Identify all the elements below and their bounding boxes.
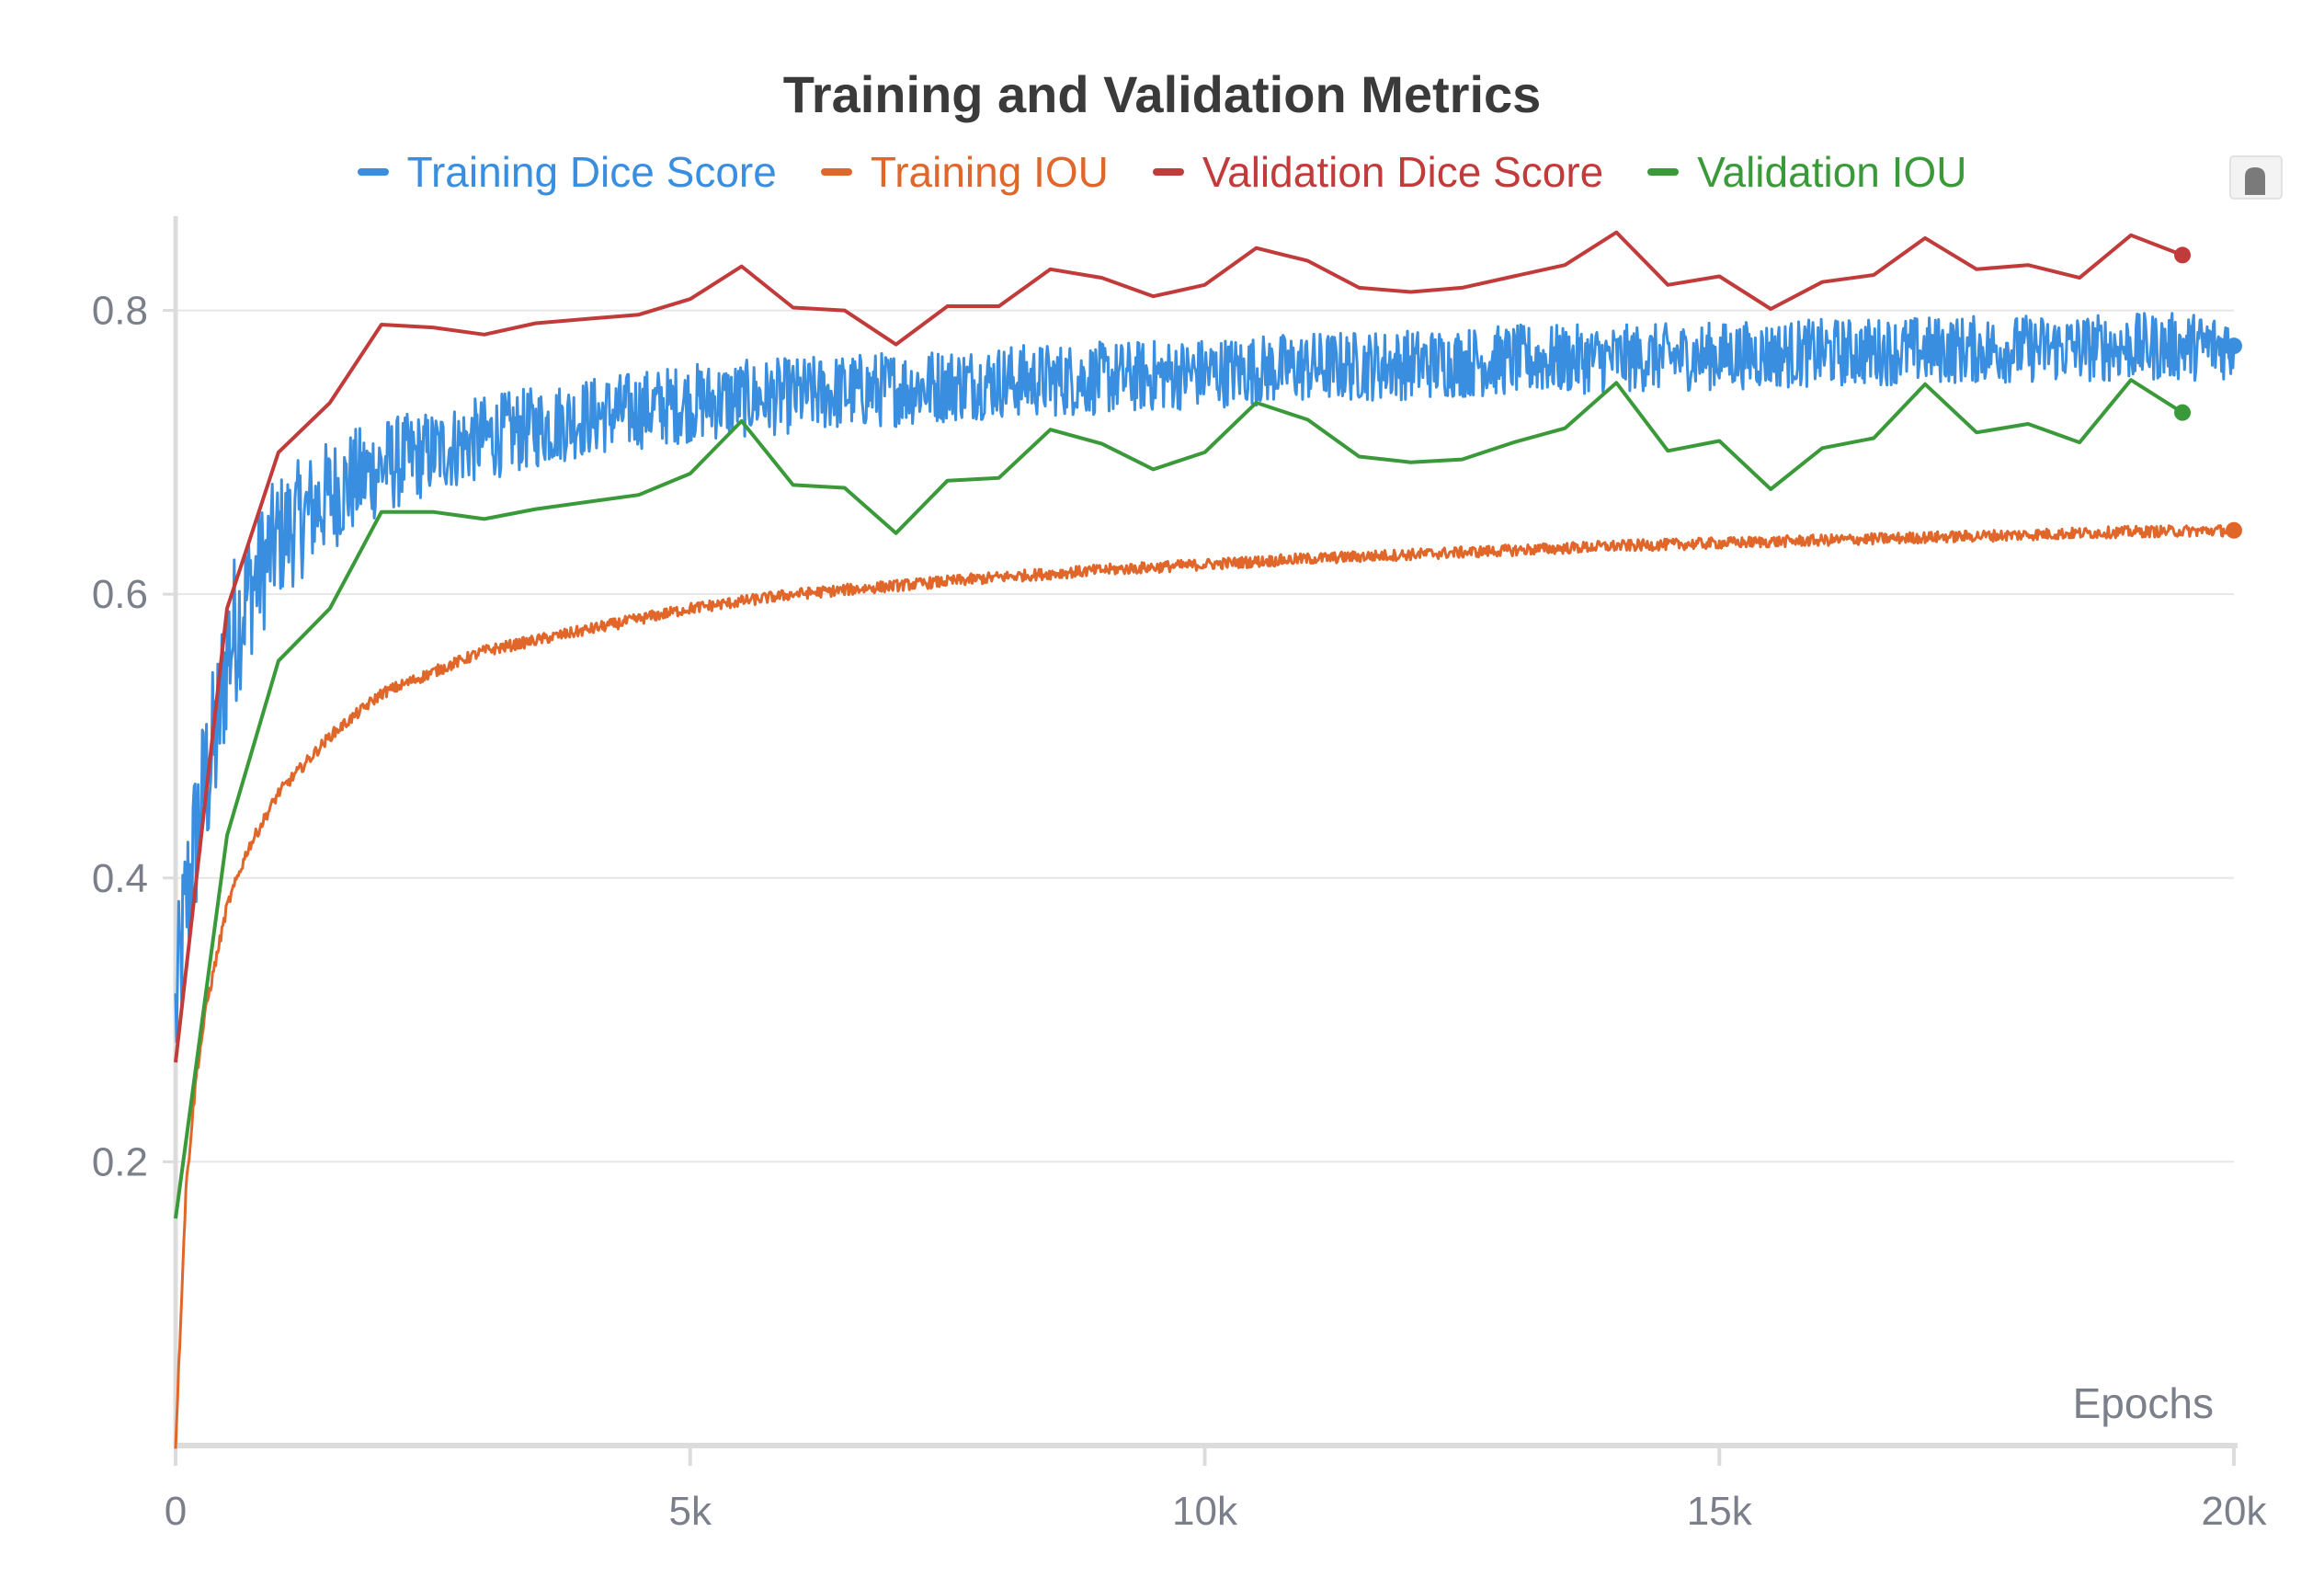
training-iou-line — [174, 523, 2236, 1449]
series-end-markers — [2174, 246, 2242, 539]
series-lines — [174, 230, 2236, 1449]
x-tick-label: 10k — [1172, 1489, 1238, 1534]
legend: Training Dice Score Training IOU Validat… — [0, 147, 2324, 197]
tick-labels: 0.2 0.4 0.6 0.8 0 5k 10k 15k 20k Epochs — [92, 289, 2268, 1534]
y-tick-label: 0.6 — [92, 572, 148, 617]
x-tick-label: 15k — [1687, 1489, 1753, 1534]
legend-item-validation-iou[interactable]: Validation IOU — [1647, 147, 1966, 197]
legend-label-training-dice: Training Dice Score — [406, 148, 777, 196]
legend-swatch-validation-dice — [1152, 168, 1184, 176]
validation-dice-score-end-marker — [2174, 246, 2192, 264]
validation-dice-score-line — [174, 230, 2183, 1063]
expand-icon[interactable] — [2228, 154, 2284, 200]
axes — [163, 216, 2238, 1466]
legend-swatch-validation-iou — [1647, 168, 1680, 176]
x-axis-label: Epochs — [2073, 1379, 2214, 1427]
grid-lines — [176, 309, 2234, 1163]
legend-item-validation-dice[interactable]: Validation Dice Score — [1152, 147, 1604, 197]
y-tick-label: 0.2 — [92, 1139, 148, 1184]
legend-label-training-iou: Training IOU — [870, 148, 1109, 196]
y-tick-label: 0.8 — [92, 289, 148, 334]
legend-item-training-dice[interactable]: Training Dice Score — [357, 147, 777, 197]
validation-iou-line — [174, 378, 2184, 1219]
x-tick-label: 20k — [2202, 1489, 2268, 1534]
training-dice-score-line — [174, 312, 2236, 1044]
validation-iou-end-marker — [2174, 404, 2192, 421]
chart-title: Training and Validation Metrics — [782, 65, 1542, 123]
legend-label-validation-iou: Validation IOU — [1697, 148, 1967, 196]
training-dice-score-end-marker — [2226, 337, 2242, 355]
legend-item-training-iou[interactable]: Training IOU — [820, 147, 1109, 197]
x-tick-label: 0 — [165, 1489, 187, 1534]
legend-swatch-training-dice — [357, 168, 389, 176]
x-tick-label: 5k — [669, 1489, 712, 1534]
y-tick-label: 0.4 — [92, 856, 148, 901]
legend-swatch-training-iou — [820, 168, 852, 176]
training-iou-end-marker — [2226, 521, 2242, 539]
legend-label-validation-dice: Validation Dice Score — [1202, 148, 1604, 196]
